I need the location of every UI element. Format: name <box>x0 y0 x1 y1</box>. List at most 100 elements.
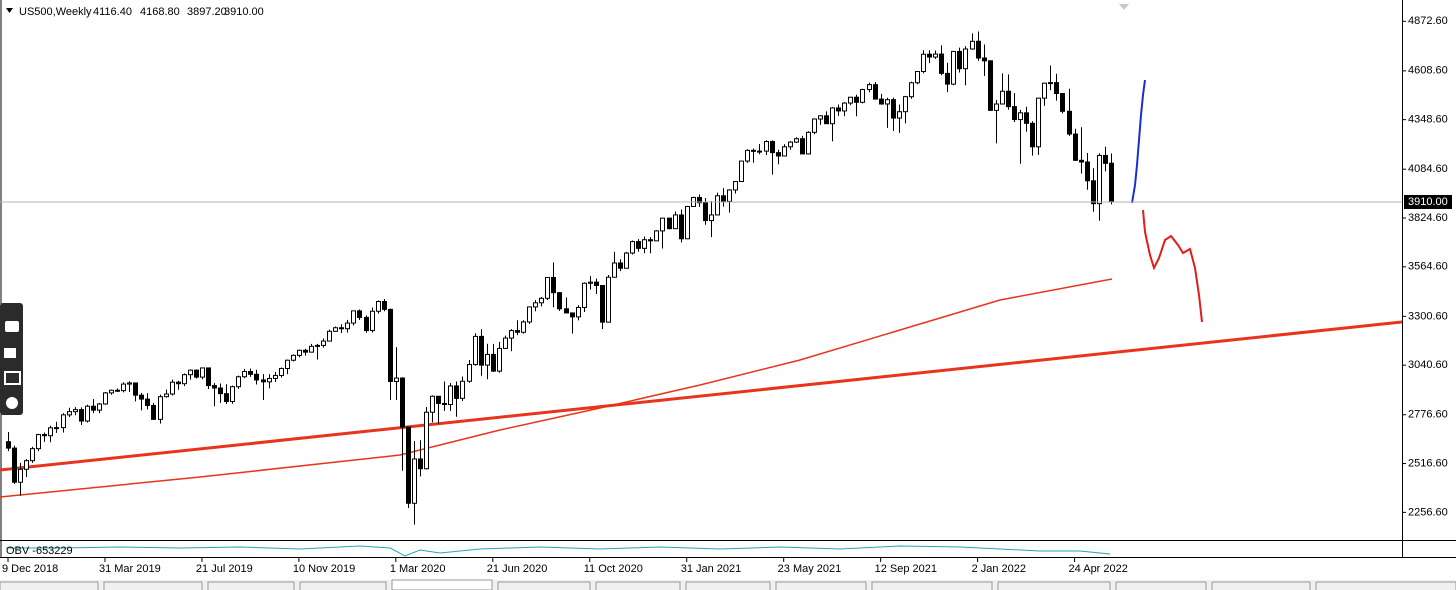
candle-body <box>370 310 375 332</box>
y-tick-label: 3040.60 <box>1408 359 1448 371</box>
candle-body <box>139 394 144 400</box>
candle-body <box>79 409 84 422</box>
y-tick-label: 4348.60 <box>1408 114 1448 126</box>
tab-bar <box>0 579 1456 590</box>
candle-body <box>164 393 169 398</box>
candle-body <box>679 214 684 240</box>
candle-body <box>473 335 478 366</box>
candle-body <box>273 374 278 379</box>
candle-body <box>30 448 35 462</box>
candle-body <box>194 369 199 378</box>
candle-body <box>254 373 259 381</box>
tab[interactable] <box>0 581 99 590</box>
tab[interactable] <box>871 581 993 590</box>
tab[interactable] <box>497 581 591 590</box>
header-close: 3910.00 <box>224 6 264 18</box>
candle-body <box>812 118 817 133</box>
settings-button[interactable] <box>6 397 18 409</box>
moving-average <box>0 278 1113 498</box>
candle-body <box>248 370 253 375</box>
candle-body <box>521 321 526 333</box>
candles <box>6 31 1114 525</box>
gallery-button[interactable] <box>4 371 21 385</box>
candle-body <box>491 353 496 372</box>
candle-body <box>91 405 96 411</box>
candle-body <box>654 230 659 242</box>
candle-body <box>454 385 459 399</box>
candle-body <box>224 393 229 403</box>
candle-body <box>54 427 59 430</box>
y-tick-label: 4084.60 <box>1408 163 1448 175</box>
candle-body <box>739 160 744 183</box>
candle-body <box>879 98 884 105</box>
candle-body <box>642 239 647 249</box>
forecast-down-stroke <box>1142 209 1203 323</box>
candle-body <box>612 262 617 278</box>
candle-body <box>970 40 975 50</box>
candle-body <box>982 57 987 62</box>
candle-body <box>412 458 417 504</box>
candle-body <box>824 115 829 125</box>
menu-arrow[interactable] <box>6 8 13 13</box>
candle-body <box>557 292 562 310</box>
tab[interactable] <box>1115 581 1207 590</box>
candle-body <box>479 335 484 366</box>
candle-body <box>915 71 920 84</box>
tab[interactable] <box>997 581 1111 590</box>
toolbar <box>0 303 23 415</box>
tab[interactable] <box>207 581 295 590</box>
candle-body <box>867 84 872 91</box>
tab[interactable] <box>1211 581 1311 590</box>
candle-body <box>297 349 302 356</box>
tab[interactable] <box>595 581 681 590</box>
candle-body <box>261 379 266 383</box>
candle-body <box>576 306 581 318</box>
candle-body <box>442 402 447 406</box>
tab[interactable] <box>685 581 771 590</box>
candle-body <box>1018 112 1023 121</box>
price-tag-label: 3910.00 <box>1408 196 1448 208</box>
candle-body <box>570 312 575 318</box>
y-tick-label: 4608.60 <box>1408 65 1448 77</box>
candle-body <box>903 96 908 113</box>
tab[interactable] <box>1315 581 1456 590</box>
y-tick-label: 4872.60 <box>1408 15 1448 27</box>
candle-body <box>61 414 66 429</box>
candle-body <box>945 72 950 85</box>
candle-body <box>515 330 520 333</box>
candle-body <box>806 131 811 155</box>
candle-body <box>727 189 732 202</box>
tab[interactable] <box>103 581 203 590</box>
y-tick-label: 2776.60 <box>1408 409 1448 421</box>
candle-body <box>891 99 896 119</box>
candle-body <box>630 241 635 254</box>
candle-body <box>885 99 890 105</box>
candle-body <box>897 111 902 119</box>
candle-body <box>291 354 296 361</box>
candle-body <box>351 310 356 324</box>
x-tick-label: 31 Mar 2019 <box>99 563 161 575</box>
screenshot-button[interactable] <box>5 321 19 332</box>
candle-body <box>1006 90 1011 108</box>
active-tab[interactable] <box>391 579 493 590</box>
x-tick-label: 23 May 2021 <box>778 563 842 575</box>
candle-body <box>909 82 914 98</box>
candle-body <box>103 392 108 405</box>
tab[interactable] <box>775 581 867 590</box>
record-button[interactable] <box>4 348 16 358</box>
y-tick-label: 3564.60 <box>1408 261 1448 273</box>
candle-body <box>1073 133 1078 161</box>
x-tick-label: 24 Apr 2022 <box>1069 563 1128 575</box>
candle-body <box>448 385 453 406</box>
tab[interactable] <box>299 581 387 590</box>
candle-body <box>551 276 556 294</box>
candle-body <box>357 310 362 318</box>
candle-body <box>1103 154 1108 164</box>
candle-body <box>1000 90 1005 105</box>
candle-body <box>1024 112 1029 124</box>
candle-body <box>309 345 314 353</box>
y-tick-label: 3824.60 <box>1408 212 1448 224</box>
candle-body <box>963 48 968 70</box>
